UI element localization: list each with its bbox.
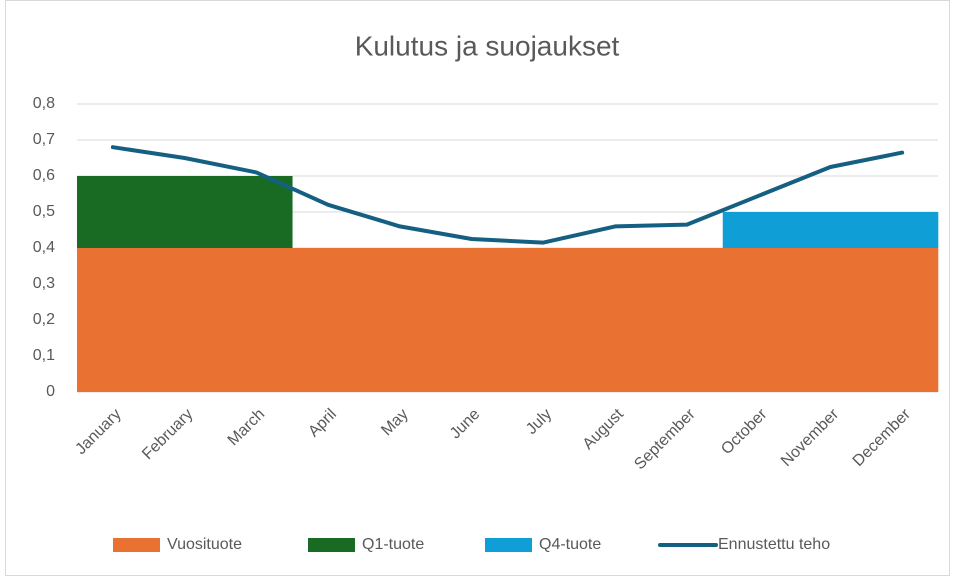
- chart-title: Kulutus ja suojaukset: [355, 30, 620, 61]
- bar: [364, 248, 437, 392]
- line: [110, 145, 905, 245]
- legend-label: Q4-tuote: [539, 536, 601, 553]
- legend-swatch: [485, 538, 532, 552]
- legend-swatch: [308, 538, 355, 552]
- bar: [794, 212, 867, 248]
- bar: [292, 248, 365, 392]
- y-tick-label: 0,3: [33, 275, 55, 292]
- bar: [866, 212, 939, 248]
- bar: [220, 248, 293, 392]
- y-tick-label: 0,5: [33, 203, 55, 220]
- legend-label: Vuosituote: [167, 536, 242, 553]
- bar: [77, 248, 150, 392]
- bar: [794, 248, 867, 392]
- y-tick-label: 0: [46, 383, 55, 400]
- legend-swatch: [113, 538, 160, 552]
- y-tick-label: 0,2: [33, 311, 55, 328]
- y-tick-label: 0,8: [33, 95, 55, 112]
- legend-label: Ennustettu teho: [718, 536, 830, 553]
- bar: [507, 248, 580, 392]
- bar: [148, 176, 221, 248]
- y-tick-label: 0,4: [33, 239, 55, 256]
- y-tick-label: 0,7: [33, 131, 55, 148]
- y-tick-label: 0,6: [33, 167, 55, 184]
- bar: [579, 248, 652, 392]
- bar: [651, 248, 724, 392]
- y-tick-label: 0,1: [33, 347, 55, 364]
- bar: [148, 248, 221, 392]
- legend-label: Q1-tuote: [362, 536, 424, 553]
- bar: [77, 176, 150, 248]
- bar: [220, 176, 293, 248]
- bar: [435, 248, 508, 392]
- bar: [722, 212, 795, 248]
- bar: [866, 248, 939, 392]
- bar: [722, 248, 795, 392]
